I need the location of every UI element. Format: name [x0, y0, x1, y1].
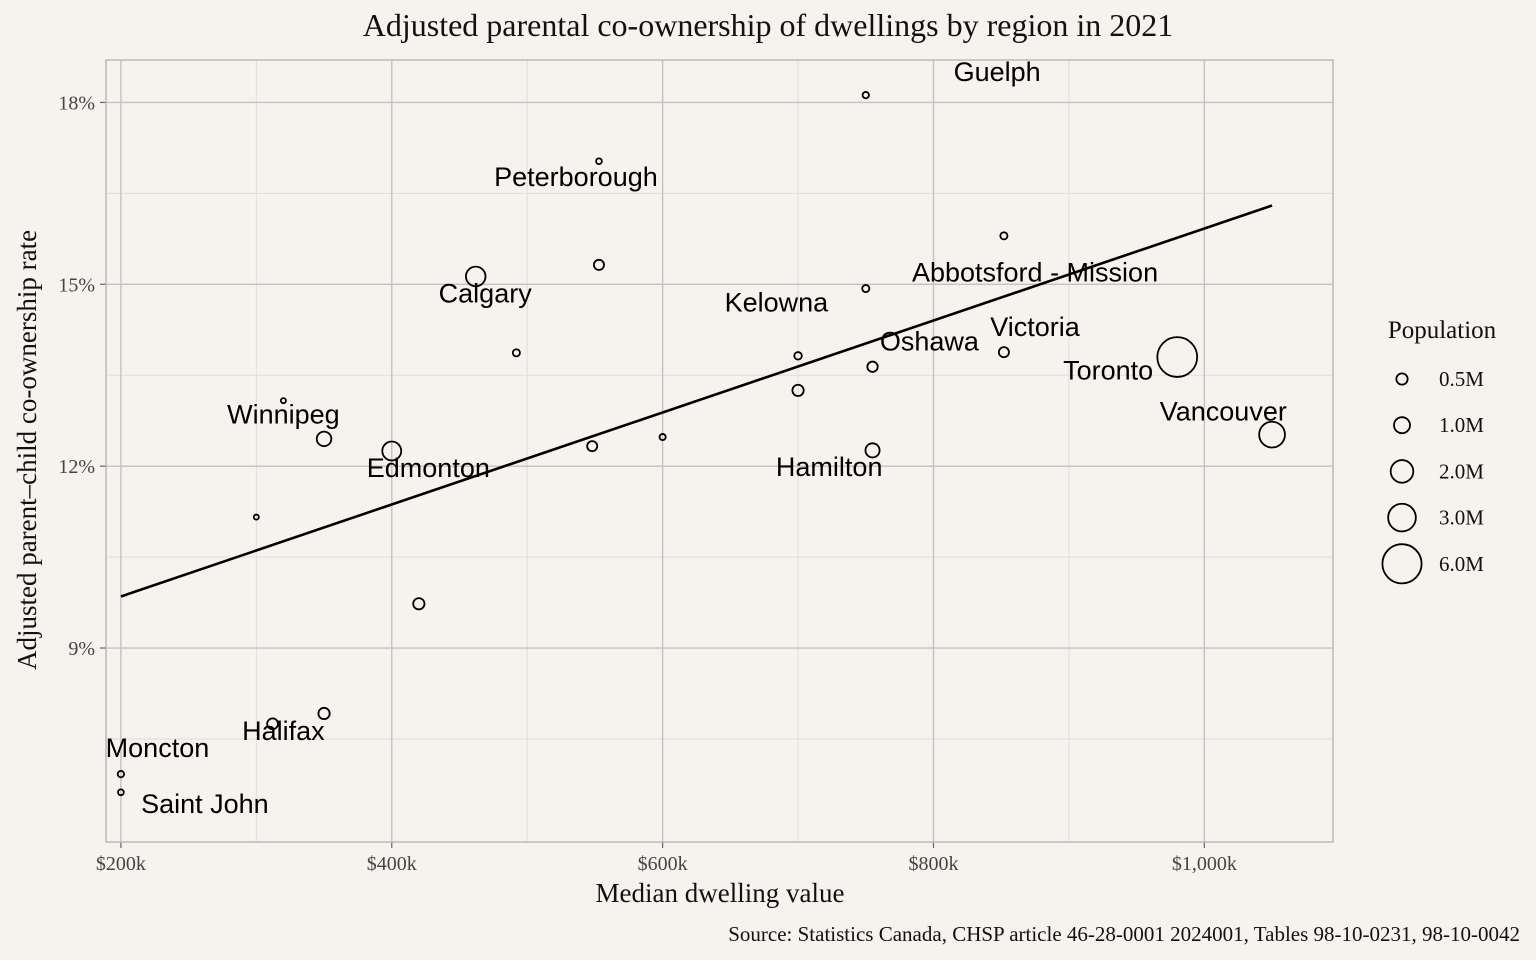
data-point	[793, 351, 803, 361]
legend-label: 2.0M	[1439, 459, 1484, 483]
x-tick-label: $400k	[367, 853, 417, 875]
point-label: Toronto	[1063, 355, 1153, 385]
y-tick-label: 9%	[68, 638, 95, 660]
source-caption: Source: Statistics Canada, CHSP article …	[728, 922, 1520, 946]
data-point	[866, 360, 879, 373]
data-point	[117, 788, 125, 797]
point-label: Guelph	[954, 57, 1041, 87]
point-label: Moncton	[106, 733, 210, 763]
data-point	[864, 442, 881, 459]
x-axis-label: Median dwelling value	[596, 878, 845, 908]
y-axis-label: Adjusted parent–child co-ownership rate	[12, 230, 42, 670]
data-point	[861, 91, 870, 100]
legend-title: Population	[1388, 317, 1497, 344]
y-tick-label: 18%	[58, 92, 95, 114]
point-label: Vancouver	[1160, 397, 1287, 427]
data-point	[658, 433, 667, 442]
legend-label: 3.0M	[1439, 506, 1484, 530]
plot-border	[105, 59, 1334, 843]
point-label: Winnipeg	[227, 400, 340, 430]
legend-key	[1395, 372, 1409, 386]
data-point	[317, 706, 331, 721]
plot-panel	[106, 60, 1333, 842]
legend-key	[1387, 502, 1417, 533]
data-point	[266, 717, 279, 731]
data-point	[586, 440, 599, 453]
data-point	[511, 348, 521, 358]
legend: Population 0.5M 1.0M 2.0M 3.0M 6.0M	[1381, 317, 1497, 585]
y-tick-label: 12%	[58, 456, 95, 478]
data-point	[791, 383, 805, 397]
data-point	[116, 770, 125, 779]
point-label: Calgary	[439, 278, 533, 308]
point-label: Abbotsford - Mission	[912, 257, 1158, 287]
data-point	[381, 440, 403, 462]
legend-label: 1.0M	[1439, 413, 1484, 437]
point-label: Victoria	[990, 312, 1081, 342]
x-tick-label: $200k	[96, 853, 146, 875]
legend-key	[1389, 459, 1415, 484]
x-tick-label: $600k	[638, 853, 688, 875]
legend-label: 0.5M	[1439, 367, 1484, 391]
point-label: Oshawa	[880, 326, 980, 356]
point-label: Hamilton	[776, 452, 883, 482]
point-label: Peterborough	[494, 162, 658, 192]
point-label: Halifax	[242, 716, 325, 746]
data-point	[1258, 420, 1286, 449]
point-label: Kelowna	[725, 288, 830, 318]
data-point	[315, 430, 333, 448]
trend-line	[120, 204, 1273, 598]
x-tick-label: $800k	[908, 853, 958, 875]
legend-label: 6.0M	[1439, 552, 1484, 576]
point-label: Saint John	[141, 789, 269, 819]
data-point	[279, 397, 287, 405]
x-tick-label: $1,000k	[1172, 853, 1237, 875]
data-point	[465, 265, 487, 288]
data-point	[999, 231, 1009, 241]
legend-key	[1381, 543, 1423, 585]
data-point	[593, 258, 605, 271]
legend-key	[1393, 416, 1411, 435]
y-tick-label: 15%	[58, 274, 95, 296]
chart-title: Adjusted parental co-ownership of dwelli…	[363, 7, 1174, 43]
data-point	[997, 346, 1010, 359]
plot-area: $200k $400k $600k $800k $1,000k 9% 12% 15% 18% Gu…	[58, 57, 1334, 875]
data-point	[412, 597, 426, 611]
point-label: Edmonton	[367, 453, 490, 483]
data-point	[861, 284, 871, 294]
data-point	[1156, 336, 1199, 378]
data-point	[252, 513, 260, 521]
data-point	[595, 157, 603, 166]
